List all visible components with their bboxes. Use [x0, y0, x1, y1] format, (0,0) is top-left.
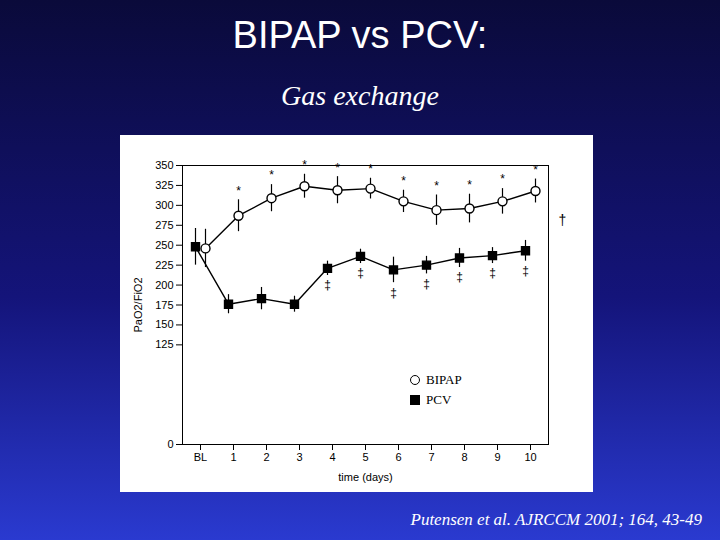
- svg-text:*: *: [335, 161, 340, 175]
- svg-text:325: 325: [155, 179, 173, 191]
- svg-text:*: *: [269, 168, 274, 182]
- svg-text:5: 5: [362, 451, 368, 463]
- svg-text:125: 125: [155, 338, 173, 350]
- svg-text:‡: ‡: [324, 278, 331, 292]
- svg-text:*: *: [500, 172, 505, 186]
- svg-text:150: 150: [155, 318, 173, 330]
- svg-text:‡: ‡: [456, 270, 463, 284]
- svg-text:9: 9: [494, 451, 500, 463]
- html-text:BIPAP vs PCV:: BIPAP vs PCV:: [232, 14, 488, 56]
- svg-text:8: 8: [461, 451, 467, 463]
- svg-text:*: *: [401, 174, 406, 188]
- svg-text:3: 3: [296, 451, 302, 463]
- svg-text:‡: ‡: [357, 266, 364, 280]
- svg-text:200: 200: [155, 279, 173, 291]
- svg-text:7: 7: [428, 451, 434, 463]
- svg-text:175: 175: [155, 299, 173, 311]
- svg-text:225: 225: [155, 259, 173, 271]
- svg-text:250: 250: [155, 239, 173, 251]
- svg-text:*: *: [467, 178, 472, 192]
- svg-text:0: 0: [167, 438, 173, 450]
- svg-text:‡: ‡: [489, 266, 496, 280]
- svg-text:time (days): time (days): [338, 471, 392, 483]
- svg-text:†: †: [559, 212, 567, 228]
- svg-text:275: 275: [155, 219, 173, 231]
- svg-text:*: *: [236, 184, 241, 198]
- svg-text:6: 6: [395, 451, 401, 463]
- svg-text:BL: BL: [194, 451, 207, 463]
- html-text:PCV: PCV: [426, 392, 452, 407]
- svg-text:2: 2: [263, 451, 269, 463]
- svg-text:4: 4: [329, 451, 335, 463]
- svg-text:*: *: [368, 162, 373, 176]
- svg-text:*: *: [533, 163, 538, 177]
- svg-text:1: 1: [230, 451, 236, 463]
- svg-text:PaO2/FiO2: PaO2/FiO2: [132, 277, 144, 332]
- svg-text:‡: ‡: [390, 286, 397, 300]
- svg-text:*: *: [434, 179, 439, 193]
- html-text:Gas exchange: Gas exchange: [281, 80, 439, 111]
- html-text:Putensen et al. AJRCCM 2001; 1: Putensen et al. AJRCCM 2001; 164, 43-49: [410, 510, 702, 529]
- svg-text:10: 10: [524, 451, 536, 463]
- svg-text:300: 300: [155, 199, 173, 211]
- svg-text:350: 350: [155, 159, 173, 171]
- svg-text:‡: ‡: [423, 277, 430, 291]
- svg-text:‡: ‡: [522, 264, 529, 278]
- html-text:BIPAP: BIPAP: [426, 372, 462, 387]
